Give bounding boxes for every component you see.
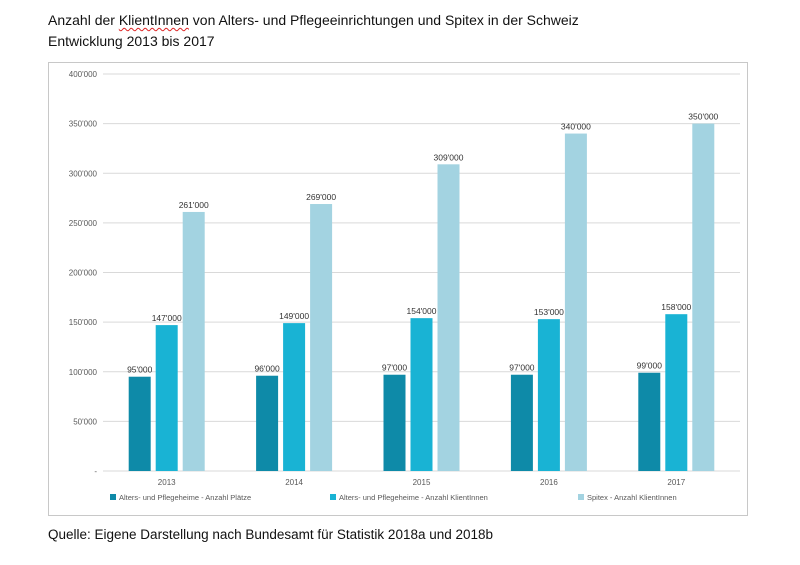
chart-frame xyxy=(48,62,748,516)
data-label: 269'000 xyxy=(306,192,336,202)
data-label: 99'000 xyxy=(637,361,663,371)
data-label: 340'000 xyxy=(561,122,591,132)
bar xyxy=(128,376,151,471)
x-tick-label: 2015 xyxy=(413,478,431,487)
legend-label: Alters- und Pflegeheime - Anzahl KlientI… xyxy=(339,493,488,502)
data-label: 97'000 xyxy=(382,363,408,373)
legend-swatch xyxy=(110,494,116,500)
x-tick-label: 2013 xyxy=(158,478,176,487)
data-label: 309'000 xyxy=(434,152,464,162)
data-label: 147'000 xyxy=(152,313,182,323)
bar xyxy=(182,211,205,471)
bar xyxy=(665,314,688,471)
bar xyxy=(437,164,460,471)
title-line-2: Entwicklung 2013 bis 2017 xyxy=(48,33,215,49)
y-tick-label: 200'000 xyxy=(69,269,98,278)
title-prefix: Anzahl der xyxy=(48,12,119,28)
data-label: 149'000 xyxy=(279,311,309,321)
data-label: 261'000 xyxy=(179,200,209,210)
title-suffix: von Alters- und Pflegeeinrichtungen und … xyxy=(188,12,579,28)
legend-swatch xyxy=(578,494,584,500)
title-spellcheck-word: KlientInnen xyxy=(118,12,189,28)
y-tick-label: 100'000 xyxy=(69,368,98,377)
source-note: Quelle: Eigene Darstellung nach Bundesam… xyxy=(48,527,494,542)
bar xyxy=(383,374,406,471)
data-label: 97'000 xyxy=(509,363,535,373)
data-label: 350'000 xyxy=(688,112,718,122)
legend-label: Alters- und Pflegeheime - Anzahl Plätze xyxy=(119,493,251,502)
y-tick-label: 300'000 xyxy=(69,169,98,178)
bar-chart: - 50'000 100'000 150'000 200'000 250'000 300'0… xyxy=(69,70,740,502)
data-label: 154'000 xyxy=(407,306,437,316)
bar xyxy=(537,319,560,471)
bar xyxy=(410,318,433,471)
title-line-1: Anzahl der KlientInnen von Alters- und P… xyxy=(48,10,579,31)
data-label: 158'000 xyxy=(661,302,691,312)
data-label: 95'000 xyxy=(127,365,153,375)
x-tick-label: 2016 xyxy=(540,478,558,487)
chart-title: Anzahl der KlientInnen von Alters- und P… xyxy=(48,10,579,52)
bar xyxy=(510,374,533,471)
y-tick-label: 150'000 xyxy=(69,318,98,327)
bar xyxy=(155,325,178,471)
bar xyxy=(692,123,715,471)
y-tick-label: 400'000 xyxy=(69,70,98,79)
y-tick-label: - xyxy=(94,467,97,476)
bar xyxy=(638,372,661,471)
y-tick-label: 50'000 xyxy=(73,417,97,426)
data-label: 153'000 xyxy=(534,307,564,317)
x-tick-label: 2014 xyxy=(285,478,303,487)
bar xyxy=(310,204,333,471)
bar xyxy=(256,375,279,471)
bar xyxy=(283,323,306,471)
data-label: 96'000 xyxy=(254,364,280,374)
x-tick-label: 2017 xyxy=(667,478,685,487)
y-tick-label: 350'000 xyxy=(69,120,98,129)
legend-label: Spitex - Anzahl KlientInnen xyxy=(587,493,677,502)
legend-swatch xyxy=(330,494,336,500)
y-tick-label: 250'000 xyxy=(69,219,98,228)
bar xyxy=(564,133,587,472)
